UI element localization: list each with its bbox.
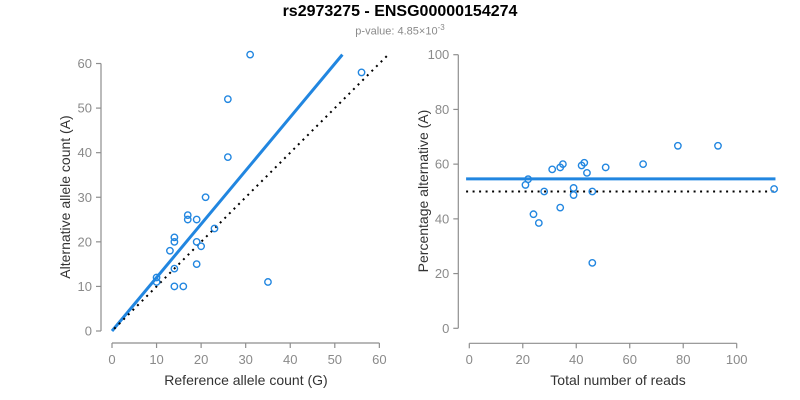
x-tick-label: 60 bbox=[623, 352, 637, 367]
y-axis-label: Percentage alternative (A) bbox=[415, 110, 431, 273]
data-point bbox=[152, 278, 161, 286]
plot-allele-counts: 0 10 20 30 40 50 60 0 10 20 30 40 50 60 Reference alle… bbox=[57, 50, 389, 388]
y-tick-label: 20 bbox=[78, 234, 92, 249]
data-point bbox=[558, 160, 567, 169]
y-tick-label: 0 bbox=[85, 324, 92, 339]
data-point bbox=[770, 185, 779, 193]
data-point bbox=[210, 224, 219, 233]
data-point bbox=[170, 233, 179, 242]
x-tick-label: 10 bbox=[149, 352, 163, 367]
data-point bbox=[179, 282, 188, 291]
data-point bbox=[588, 187, 597, 196]
data-point bbox=[583, 168, 591, 177]
y-tick-label: 10 bbox=[78, 279, 92, 294]
x-tick-label: 30 bbox=[238, 352, 252, 367]
fit-line bbox=[110, 53, 344, 332]
x-tick-label: 60 bbox=[372, 352, 386, 367]
plot-percentage-vs-reads: 0 20 40 60 80 100 0 20 40 60 80 100 Total number of … bbox=[415, 47, 779, 388]
y-tick-label: 30 bbox=[78, 190, 92, 205]
data-point bbox=[183, 215, 192, 224]
data-point bbox=[580, 158, 589, 167]
x-tick-label: 80 bbox=[676, 352, 690, 367]
x-tick-label: 0 bbox=[466, 352, 473, 367]
data-point bbox=[540, 187, 549, 196]
data-point bbox=[223, 153, 232, 162]
x-axis-label: Reference allele count (G) bbox=[164, 372, 327, 388]
data-point bbox=[639, 160, 648, 169]
x-tick-label: 100 bbox=[726, 352, 748, 367]
data-point bbox=[246, 50, 255, 59]
y-tick-label: 50 bbox=[78, 101, 92, 116]
y-tick-label: 100 bbox=[428, 47, 450, 62]
data-point bbox=[223, 95, 232, 104]
data-point bbox=[357, 68, 366, 77]
y-tick-label: 60 bbox=[78, 56, 92, 71]
x-tick-label: 0 bbox=[108, 352, 115, 367]
data-point bbox=[569, 184, 578, 192]
y-axis-label: Alternative allele count (A) bbox=[57, 115, 73, 278]
data-point bbox=[673, 141, 682, 150]
data-point bbox=[548, 165, 557, 174]
data-point bbox=[166, 246, 174, 255]
data-point bbox=[588, 259, 597, 267]
x-tick-label: 40 bbox=[569, 352, 583, 367]
page-subtitle: p-value: 4.85×10-3 bbox=[0, 23, 800, 38]
x-tick-label: 40 bbox=[283, 352, 297, 367]
data-point bbox=[201, 193, 210, 202]
data-point bbox=[569, 191, 578, 199]
x-tick-label: 50 bbox=[328, 352, 342, 367]
y-tick-label: 60 bbox=[435, 157, 449, 172]
data-point bbox=[556, 203, 565, 212]
y-tick-label: 20 bbox=[435, 266, 449, 281]
data-point bbox=[170, 264, 179, 273]
x-axis-label: Total number of reads bbox=[550, 372, 685, 388]
data-point bbox=[264, 278, 272, 286]
data-point bbox=[529, 210, 538, 219]
pvalue-text: p-value: 4.85×10 bbox=[355, 25, 438, 38]
page-title: rs2973275 - ENSG00000154274 bbox=[282, 3, 518, 20]
data-point bbox=[534, 219, 543, 227]
data-point bbox=[192, 237, 201, 246]
y-tick-label: 40 bbox=[78, 145, 92, 160]
data-point bbox=[192, 215, 201, 224]
data-point bbox=[183, 211, 192, 219]
pvalue-exponent: -3 bbox=[437, 23, 445, 32]
identity-line bbox=[113, 53, 389, 330]
data-point bbox=[714, 141, 722, 150]
data-point bbox=[170, 237, 179, 246]
x-tick-label: 20 bbox=[194, 352, 208, 367]
data-point bbox=[601, 163, 610, 172]
y-tick-label: 80 bbox=[435, 102, 449, 117]
data-point bbox=[170, 282, 179, 291]
y-tick-label: 0 bbox=[442, 321, 449, 336]
x-tick-label: 20 bbox=[516, 352, 530, 367]
data-point bbox=[192, 260, 201, 269]
data-point bbox=[524, 175, 533, 184]
y-tick-label: 40 bbox=[435, 211, 449, 226]
data-point bbox=[152, 273, 161, 282]
data-point bbox=[197, 242, 206, 251]
